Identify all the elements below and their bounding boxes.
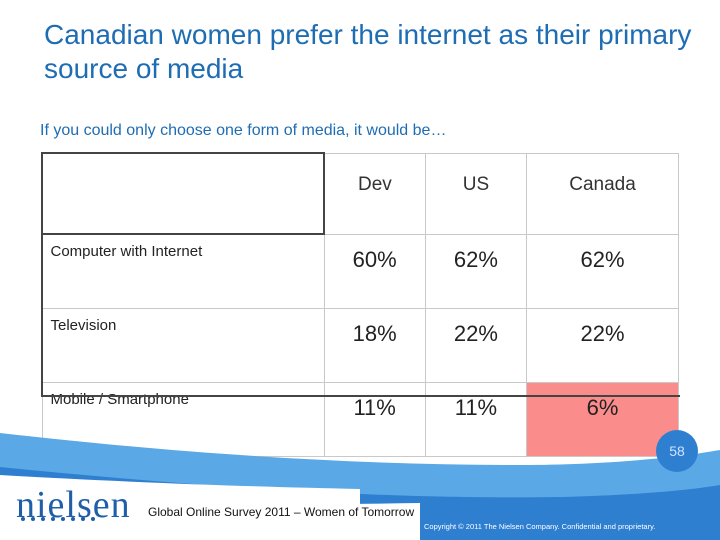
row-label: Television [41, 307, 325, 383]
survey-caption: Global Online Survey 2011 – Women of Tom… [148, 505, 415, 519]
table-cell: 60% [323, 233, 426, 309]
table-cell: 22% [424, 307, 528, 383]
footer-wave [0, 433, 720, 540]
copyright-notice: Copyright © 2011 The Nielsen Company. Co… [424, 522, 656, 531]
table-cell: 11% [424, 381, 528, 457]
column-header-dev: Dev [323, 152, 426, 235]
column-header-us: US [424, 152, 528, 235]
page-number-badge: 58 [656, 430, 698, 472]
table-row: Mobile / Smartphone 11% 11% 6% [41, 381, 679, 457]
table-cell: 62% [424, 233, 528, 309]
table-row: Computer with Internet 60% 62% 62% [41, 233, 679, 309]
table-left-border [41, 152, 43, 396]
table-bottom-border [41, 395, 680, 397]
media-preference-table: Dev US Canada Computer with Internet 60%… [41, 152, 679, 457]
table-corner-cell [41, 152, 325, 235]
logo-dots-icon [21, 517, 95, 521]
table-cell: 62% [526, 233, 679, 309]
row-label: Computer with Internet [41, 233, 325, 309]
slide-subtitle: If you could only choose one form of med… [40, 122, 447, 139]
table-cell: 18% [323, 307, 426, 383]
table-row: Television 18% 22% 22% [41, 307, 679, 383]
highlighted-cell: 6% [526, 381, 679, 457]
slide-title: Canadian women prefer the internet as th… [44, 19, 692, 84]
row-label: Mobile / Smartphone [41, 381, 325, 457]
table-cell: 22% [526, 307, 679, 383]
column-header-canada: Canada [526, 152, 679, 235]
table-cell: 11% [323, 381, 426, 457]
table-header-row: Dev US Canada [41, 152, 679, 235]
